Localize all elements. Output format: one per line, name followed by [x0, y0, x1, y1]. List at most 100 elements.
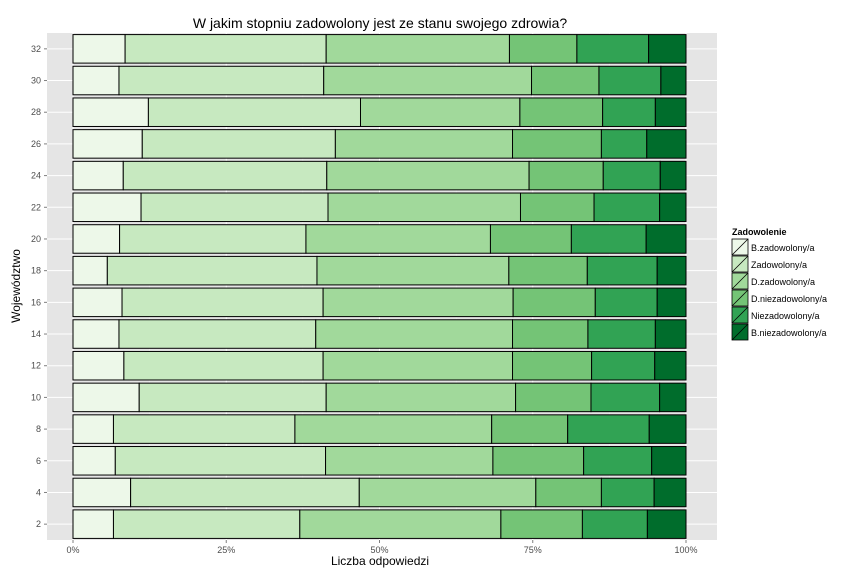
- bar-segment-22-4: [519, 192, 595, 223]
- bar-segment-2-2: [112, 509, 301, 539]
- bar-segment-20-5: [570, 224, 647, 254]
- bar-segment-10-2: [138, 382, 327, 413]
- bar-segment-32-5: [576, 34, 650, 64]
- bar-segment-28-3: [359, 97, 521, 127]
- x-tick-label: 75%: [524, 545, 542, 555]
- bar-segment-14-6: [654, 319, 687, 349]
- bar-segment-12-2: [123, 350, 324, 381]
- y-tick-label: 10: [31, 392, 41, 402]
- y-tick-label: 20: [31, 234, 41, 244]
- y-tick-label: 2: [36, 519, 41, 529]
- x-tick-label: 0%: [66, 545, 79, 555]
- y-tick-label: 16: [31, 297, 41, 307]
- bar-segment-8-6: [648, 414, 687, 444]
- bar-segment-6-1: [72, 446, 116, 476]
- x-tick-label: 50%: [370, 545, 388, 555]
- bar-segment-28-5: [602, 97, 656, 127]
- bar-segment-8-3: [294, 414, 493, 444]
- bar-segment-6-5: [583, 446, 653, 476]
- bar-segment-30-6: [660, 65, 687, 96]
- bar-segment-16-6: [656, 287, 687, 318]
- bar-segment-18-3: [316, 255, 510, 286]
- bar-segment-2-4: [500, 509, 583, 539]
- bar-segment-30-4: [531, 65, 600, 96]
- bar-segment-10-6: [659, 382, 687, 413]
- bar-segment-22-2: [140, 192, 329, 223]
- legend-key-slash: [731, 255, 749, 273]
- bar-segment-22-3: [327, 192, 521, 223]
- bar-segment-28-2: [147, 97, 361, 127]
- bar-segment-26-2: [141, 129, 336, 159]
- bar-segment-14-5: [587, 319, 656, 349]
- bar-segment-16-5: [594, 287, 658, 318]
- bar-segment-10-4: [515, 382, 592, 413]
- legend-key-slash: [731, 306, 749, 324]
- bar-segment-20-3: [305, 224, 491, 254]
- bar-segment-6-4: [492, 446, 585, 476]
- y-tick-label: 18: [31, 266, 41, 276]
- bar-segment-2-6: [646, 509, 687, 539]
- bar-segment-30-5: [598, 65, 662, 96]
- bar-segment-20-1: [72, 224, 121, 254]
- bar-segment-12-1: [72, 350, 125, 381]
- bar-segment-16-4: [512, 287, 596, 318]
- x-axis-ticks: 0% 25% 50% 75% 100%: [66, 540, 698, 555]
- bar-segment-28-4: [519, 97, 604, 127]
- y-tick-label: 30: [31, 76, 41, 86]
- legend-label: Zadowolony/a: [751, 260, 807, 270]
- bar-segment-8-1: [72, 414, 114, 444]
- bar-segment-18-5: [586, 255, 658, 286]
- legend-label: B.zadowolony/a: [751, 243, 815, 253]
- legend-key-slash: [731, 238, 749, 256]
- legend-label: D.zadowolony/a: [751, 277, 815, 287]
- bar-segment-18-1: [72, 255, 108, 286]
- bar-segment-14-2: [118, 319, 317, 349]
- legend: Zadowolenie B.zadowolony/a Zadowolony/a D.…: [731, 227, 827, 341]
- bar-segment-22-1: [72, 192, 142, 223]
- y-tick-label: 12: [31, 361, 41, 371]
- bar-segment-26-4: [512, 129, 602, 159]
- bar-segment-24-5: [602, 160, 661, 191]
- bar-segment-4-1: [72, 477, 132, 508]
- bar-segment-4-5: [600, 477, 655, 508]
- y-tick-label: 28: [31, 107, 41, 117]
- bar-segment-20-2: [119, 224, 307, 254]
- bar-segment-14-1: [72, 319, 120, 349]
- bar-segment-20-6: [645, 224, 687, 254]
- bar-segment-12-6: [654, 350, 687, 381]
- bar-segment-6-2: [114, 446, 327, 476]
- y-tick-label: 6: [36, 456, 41, 466]
- legend-key-slash: [731, 272, 749, 290]
- bar-segment-32-3: [325, 34, 510, 64]
- bar-segment-16-3: [322, 287, 514, 318]
- y-tick-label: 4: [36, 487, 41, 497]
- bar-segment-24-4: [528, 160, 604, 191]
- bar-segment-12-5: [591, 350, 656, 381]
- bar-segment-22-6: [659, 192, 687, 223]
- bar-segment-30-3: [323, 65, 533, 96]
- y-tick-label: 26: [31, 139, 41, 149]
- bar-segment-28-1: [72, 97, 149, 127]
- legend-key-slash: [731, 289, 749, 307]
- bar-segment-16-2: [121, 287, 324, 318]
- bar-segment-20-4: [489, 224, 572, 254]
- bar-segment-26-6: [646, 129, 687, 159]
- bar-segment-26-1: [72, 129, 143, 159]
- bar-segment-2-5: [581, 509, 648, 539]
- legend-label: Niezadowolony/a: [751, 311, 820, 321]
- bar-segment-26-5: [600, 129, 648, 159]
- bar-segment-18-2: [106, 255, 318, 286]
- bar-segment-8-5: [567, 414, 650, 444]
- bar-segment-10-5: [590, 382, 661, 413]
- bar-segment-14-3: [315, 319, 514, 349]
- bar-segment-4-3: [358, 477, 537, 508]
- x-tick-label: 25%: [217, 545, 235, 555]
- bar-segment-14-4: [512, 319, 589, 349]
- bar-segment-18-6: [656, 255, 687, 286]
- bar-segment-24-6: [659, 160, 687, 191]
- bar-segment-32-2: [124, 34, 327, 64]
- bar-segment-10-1: [72, 382, 140, 413]
- bars: [72, 34, 687, 539]
